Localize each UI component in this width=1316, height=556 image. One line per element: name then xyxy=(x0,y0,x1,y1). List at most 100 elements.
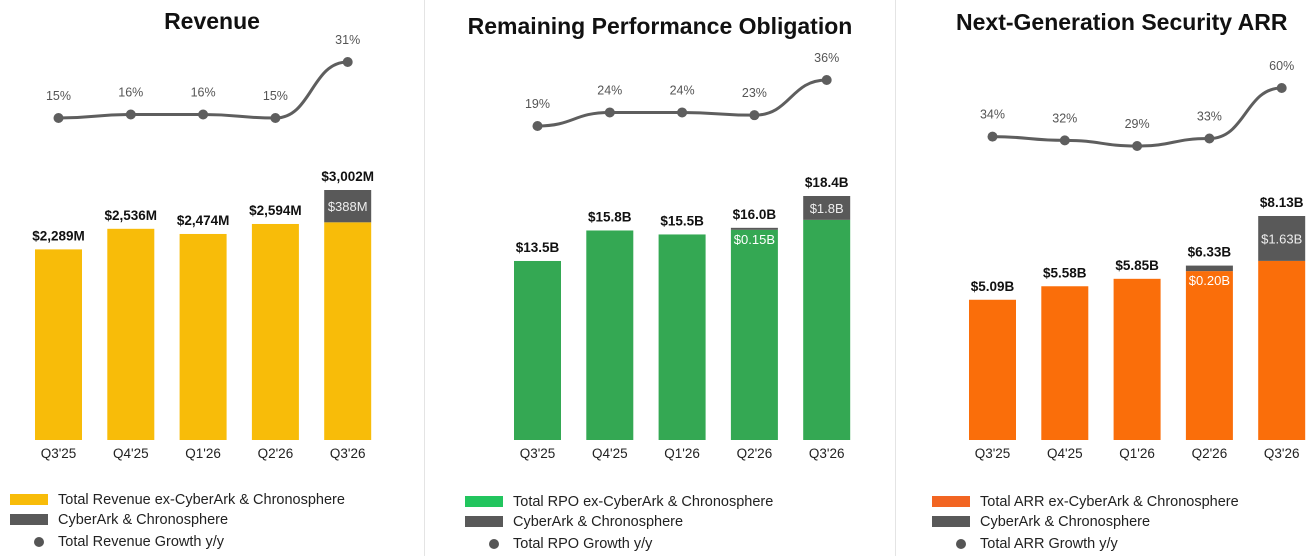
growth-point xyxy=(749,110,760,121)
x-tick-label: Q4'25 xyxy=(592,446,628,461)
growth-label: 16% xyxy=(118,86,143,100)
growth-line xyxy=(992,86,1282,148)
data-label-total: $2,536M xyxy=(105,208,158,223)
data-label-total: $5.58B xyxy=(1043,265,1087,280)
legend-swatch-base xyxy=(10,494,48,505)
bar-base xyxy=(514,260,561,440)
growth-label: 16% xyxy=(191,86,216,100)
data-label-acquired: $1.8B xyxy=(810,201,844,216)
growth-label: 36% xyxy=(814,51,839,65)
growth-label: 15% xyxy=(46,89,71,103)
bar-base xyxy=(658,234,706,440)
bar-acquired xyxy=(730,227,778,230)
growth-point xyxy=(125,109,136,120)
growth-label: 24% xyxy=(597,83,622,97)
growth-point xyxy=(342,57,353,67)
x-tick-label: Q1'26 xyxy=(1119,446,1155,461)
x-tick-label: Q3'26 xyxy=(1264,446,1300,461)
x-tick-label: Q2'26 xyxy=(737,446,773,461)
growth-label: 33% xyxy=(1197,110,1222,124)
growth-point xyxy=(604,107,615,118)
growth-label: 19% xyxy=(525,97,550,111)
bar-base xyxy=(179,233,227,440)
x-tick-label: Q3'26 xyxy=(330,446,366,461)
growth-label: 32% xyxy=(1052,111,1077,125)
x-tick-label: Q3'25 xyxy=(41,446,77,461)
chart-title: Remaining Performance Obligation xyxy=(467,13,853,39)
bar-acquired xyxy=(803,196,851,220)
data-label-total: $8.13B xyxy=(1260,195,1304,210)
ngs-arr-panel: Next-Generation Security ARR $5.09B Q3'25… xyxy=(914,0,1316,556)
legend-swatch-acquired xyxy=(10,514,48,525)
legend-swatch-acquired xyxy=(465,516,503,527)
data-label-acquired: $1.63B xyxy=(1261,231,1302,246)
legend-dot-growth xyxy=(956,539,966,549)
rpo-chart: $13.5B Q3'25 $15.8B Q4'25 $15.5B Q1'26 $0.15B $… xyxy=(514,51,851,461)
chart-title: Revenue xyxy=(164,8,260,34)
ngs-arr-chart: $5.09B Q3'25 $5.58B Q4'25 $5.85B Q1'26 $0.20B $… xyxy=(969,59,1306,461)
bar-acquired xyxy=(1258,216,1306,261)
growth-point xyxy=(821,75,832,85)
growth-label: 31% xyxy=(335,33,360,47)
x-tick-label: Q4'25 xyxy=(1047,446,1083,461)
data-label-total: $15.8B xyxy=(588,209,632,224)
bar-acquired xyxy=(324,190,372,223)
x-tick-label: Q1'26 xyxy=(185,446,221,461)
bar-base xyxy=(251,223,299,440)
growth-point xyxy=(987,131,998,142)
data-label-total: $15.5B xyxy=(660,213,704,228)
bar-base xyxy=(730,229,778,440)
growth-point xyxy=(53,113,64,123)
growth-label: 34% xyxy=(980,108,1005,122)
legend-swatch-base xyxy=(932,496,970,507)
revenue-chart: $2,289M Q3'25 $2,536M Q4'25 $2,474M Q1'26 $2,5… xyxy=(32,33,374,461)
growth-label: 29% xyxy=(1125,117,1150,131)
growth-point xyxy=(677,107,688,118)
data-label-total: $2,474M xyxy=(177,213,230,228)
growth-label: 15% xyxy=(263,89,288,103)
growth-label: 60% xyxy=(1269,59,1294,73)
bar-base xyxy=(1185,271,1233,440)
panel-divider xyxy=(895,0,896,556)
x-tick-label: Q3'25 xyxy=(975,446,1011,461)
growth-point xyxy=(198,109,209,120)
x-tick-label: Q3'26 xyxy=(809,446,845,461)
x-tick-label: Q2'26 xyxy=(258,446,294,461)
legend-dot-growth xyxy=(489,539,499,549)
bar-base xyxy=(1041,286,1089,440)
x-tick-label: Q1'26 xyxy=(664,446,700,461)
data-label-acquired: $0.15B xyxy=(734,232,775,247)
bar-acquired xyxy=(1185,265,1233,272)
data-label-total: $3,002M xyxy=(321,169,374,184)
data-label-total: $2,594M xyxy=(249,203,302,218)
panel-divider xyxy=(424,0,425,556)
bar-base xyxy=(803,219,851,440)
x-tick-label: Q4'25 xyxy=(113,446,149,461)
growth-line xyxy=(58,60,348,120)
data-label-total: $13.5B xyxy=(516,240,560,255)
growth-point xyxy=(1276,83,1287,93)
x-tick-label: Q2'26 xyxy=(1192,446,1228,461)
data-label-total: $5.09B xyxy=(971,279,1015,294)
bar-base xyxy=(107,228,155,440)
data-label-total: $2,289M xyxy=(32,228,85,243)
data-label-total: $18.4B xyxy=(805,175,849,190)
chart-title: Next-Generation Security ARR xyxy=(956,9,1288,35)
revenue-panel: Revenue $2,289M Q3'25 $2,536M Q4'25 $2,474M Q… xyxy=(0,0,424,556)
legend-dot-growth xyxy=(34,537,44,547)
growth-point xyxy=(1132,141,1143,151)
legend-swatch-base xyxy=(465,496,503,507)
bar-base xyxy=(324,222,372,440)
legend-swatch-acquired xyxy=(932,516,970,527)
bar-base xyxy=(969,299,1016,440)
growth-point xyxy=(270,113,281,123)
data-label-total: $16.0B xyxy=(733,207,777,222)
data-label-acquired: $388M xyxy=(328,199,368,214)
rpo-panel: Remaining Performance Obligation $13.5B Q… xyxy=(425,0,895,556)
x-tick-label: Q3'25 xyxy=(520,446,556,461)
growth-point xyxy=(532,121,543,131)
data-label-acquired: $0.20B xyxy=(1189,273,1230,288)
bar-base xyxy=(35,249,82,440)
growth-point xyxy=(1204,133,1215,144)
growth-label: 24% xyxy=(670,83,695,97)
